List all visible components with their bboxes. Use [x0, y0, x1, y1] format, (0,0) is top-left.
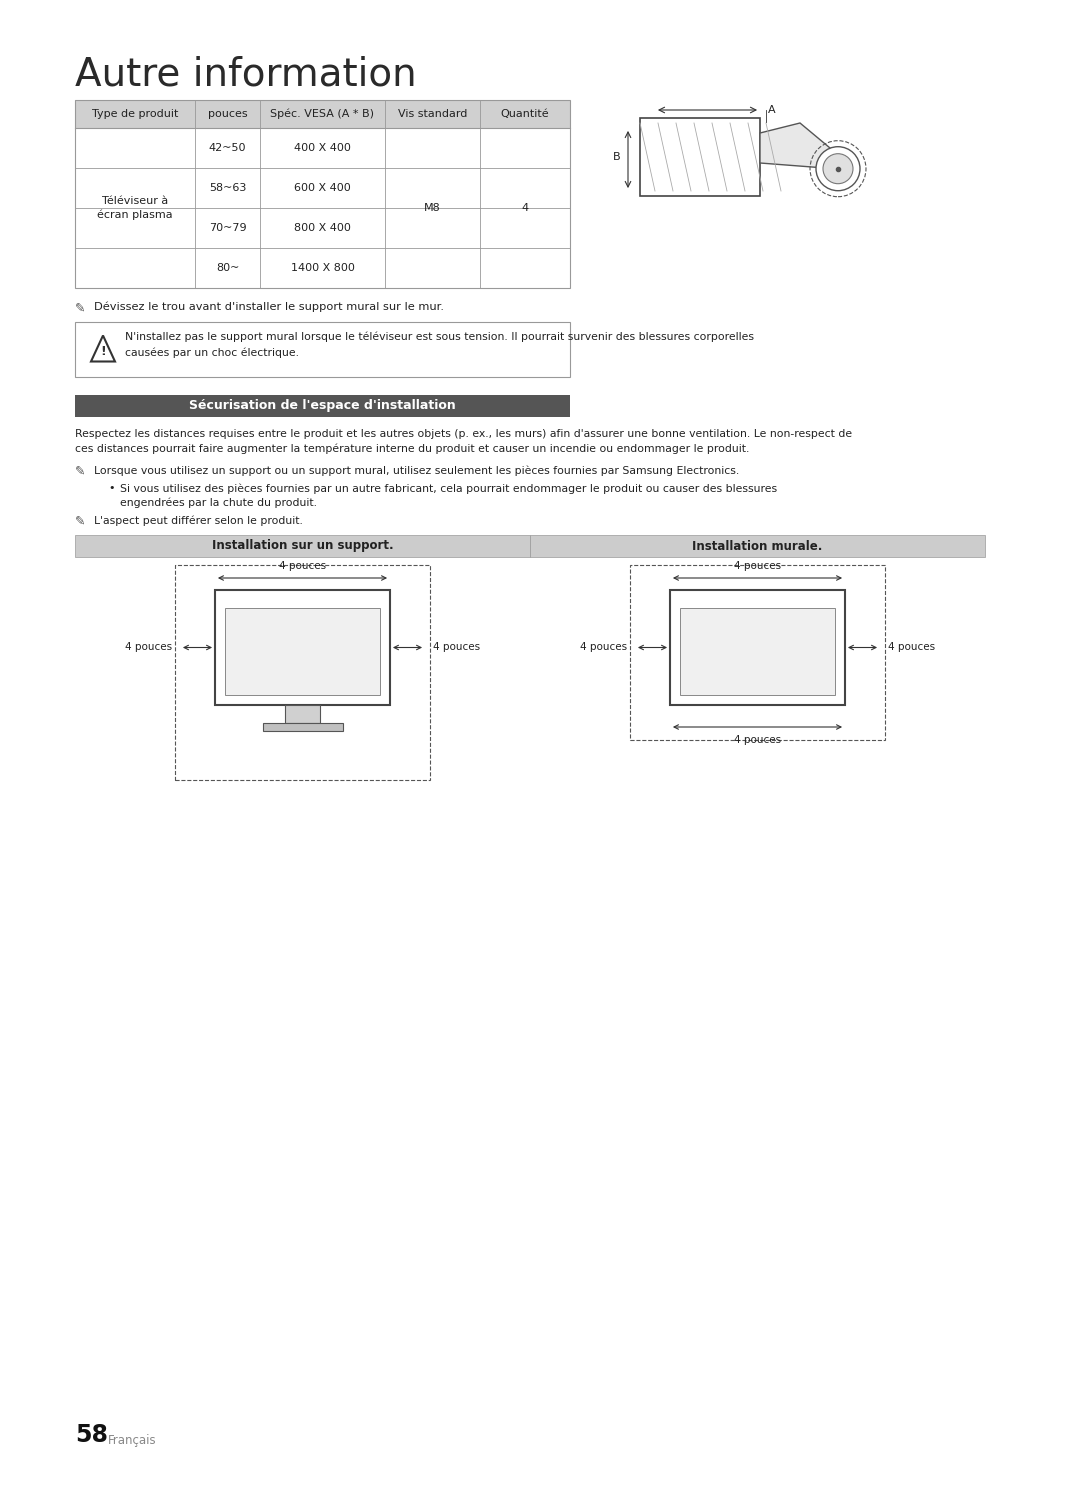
Text: Autre information: Autre information	[75, 55, 417, 93]
Text: N'installez pas le support mural lorsque le téléviseur est sous tension. Il pour: N'installez pas le support mural lorsque…	[125, 332, 754, 357]
Text: Installation murale.: Installation murale.	[692, 539, 823, 553]
Text: 600 X 400: 600 X 400	[294, 182, 351, 193]
Text: 400 X 400: 400 X 400	[294, 143, 351, 152]
Bar	[630, 565, 885, 740]
Bar	[670, 590, 845, 705]
Text: ✎: ✎	[75, 302, 85, 315]
Text: L'aspect peut différer selon le produit.: L'aspect peut différer selon le produit.	[94, 515, 302, 526]
Bar	[75, 128, 570, 167]
Bar	[225, 608, 380, 695]
Text: 4 pouces: 4 pouces	[433, 642, 481, 653]
Bar	[75, 323, 570, 376]
Text: 4: 4	[522, 203, 528, 214]
Bar	[75, 208, 570, 248]
Text: ✎: ✎	[75, 515, 85, 527]
Text: •: •	[108, 483, 114, 493]
Text: 4 pouces: 4 pouces	[580, 642, 627, 653]
Text: Si vous utilisez des pièces fournies par un autre fabricant, cela pourrait endom: Si vous utilisez des pièces fournies par…	[120, 483, 778, 493]
Text: 42~50: 42~50	[208, 143, 246, 152]
Bar	[75, 248, 570, 288]
Circle shape	[823, 154, 853, 184]
Text: ces distances pourrait faire augmenter la température interne du produit et caus: ces distances pourrait faire augmenter l…	[75, 444, 750, 454]
Text: Sécurisation de l'espace d'installation: Sécurisation de l'espace d'installation	[189, 399, 456, 412]
Text: 4 pouces: 4 pouces	[734, 562, 781, 571]
Text: 800 X 400: 800 X 400	[294, 223, 351, 233]
Text: 58: 58	[75, 1422, 108, 1448]
Bar	[262, 723, 342, 731]
Text: Installation sur un support.: Installation sur un support.	[212, 539, 393, 553]
Text: Français: Français	[108, 1434, 157, 1448]
Circle shape	[816, 146, 860, 191]
Polygon shape	[91, 336, 114, 362]
Text: 4 pouces: 4 pouces	[734, 735, 781, 746]
Text: !: !	[100, 345, 106, 359]
Bar	[285, 705, 320, 723]
Text: A: A	[768, 105, 775, 115]
Bar	[530, 535, 985, 557]
Bar	[75, 167, 570, 208]
Bar	[215, 590, 390, 705]
Text: Quantité: Quantité	[501, 109, 550, 120]
Text: 1400 X 800: 1400 X 800	[291, 263, 354, 273]
Text: 58~63: 58~63	[208, 182, 246, 193]
Text: Lorsque vous utilisez un support ou un support mural, utilisez seulement les piè: Lorsque vous utilisez un support ou un s…	[94, 465, 739, 475]
Text: Respectez les distances requises entre le produit et les autres objets (p. ex., : Respectez les distances requises entre l…	[75, 429, 852, 439]
Text: 4 pouces: 4 pouces	[279, 562, 326, 571]
Bar	[75, 394, 570, 417]
Text: Téléviseur à
écran plasma: Téléviseur à écran plasma	[97, 196, 173, 220]
Text: Vis standard: Vis standard	[397, 109, 468, 120]
Bar	[75, 535, 530, 557]
Text: 70~79: 70~79	[208, 223, 246, 233]
Bar	[640, 118, 760, 196]
Text: engendrées par la chute du produit.: engendrées par la chute du produit.	[120, 498, 318, 508]
Bar	[175, 565, 430, 780]
Text: Type de produit: Type de produit	[92, 109, 178, 120]
Bar	[640, 118, 760, 196]
Text: Spéc. VESA (A * B): Spéc. VESA (A * B)	[270, 109, 375, 120]
Bar	[75, 100, 570, 288]
Text: B: B	[612, 152, 620, 161]
Text: M8: M8	[424, 203, 441, 214]
Text: Dévissez le trou avant d'installer le support mural sur le mur.: Dévissez le trou avant d'installer le su…	[94, 302, 444, 312]
Text: pouces: pouces	[207, 109, 247, 120]
Text: ✎: ✎	[75, 465, 85, 478]
Text: 80~: 80~	[216, 263, 239, 273]
Bar	[680, 608, 835, 695]
Polygon shape	[760, 123, 831, 167]
Bar	[75, 100, 570, 128]
Text: 4 pouces: 4 pouces	[125, 642, 172, 653]
Text: 4 pouces: 4 pouces	[888, 642, 935, 653]
